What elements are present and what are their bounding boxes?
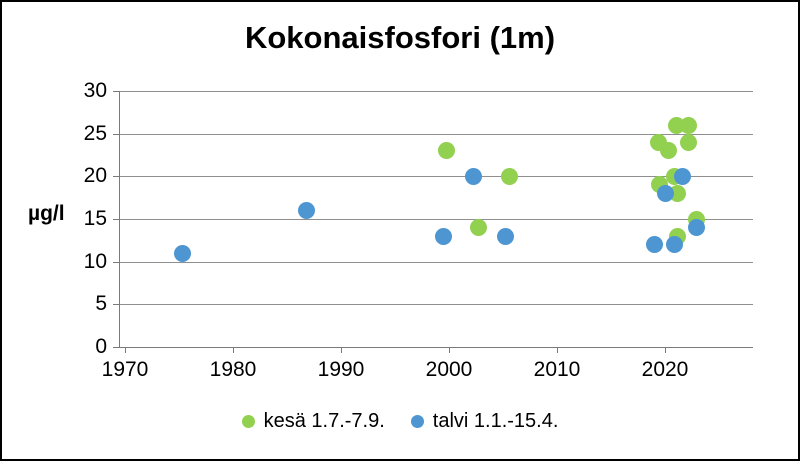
- gridline: [119, 133, 753, 135]
- x-tick-label: 2020: [641, 358, 689, 381]
- legend-marker-kesa-icon: [241, 415, 255, 428]
- x-tick-label: 1990: [317, 358, 365, 381]
- legend-item-talvi: talvi 1.1.-15.4.: [410, 410, 559, 433]
- legend-label-talvi: talvi 1.1.-15.4.: [432, 410, 559, 432]
- data-point-talvi: [673, 167, 691, 185]
- data-point-talvi: [687, 219, 705, 237]
- x-tick-label: 2010: [533, 358, 581, 381]
- x-tick-mark: [665, 347, 666, 353]
- data-point-talvi: [496, 227, 514, 245]
- y-tick-label: 10: [83, 249, 107, 273]
- legend-label-kesa: kesä 1.7.-7.9.: [263, 410, 385, 432]
- data-point-kesa: [438, 142, 456, 160]
- legend: kesä 1.7.-7.9. talvi 1.1.-15.4.: [2, 410, 798, 433]
- data-point-talvi: [656, 184, 674, 202]
- data-point-talvi: [297, 201, 315, 219]
- gridline: [119, 219, 753, 220]
- y-tick-label: 30: [83, 79, 107, 102]
- x-tick-label: 1970: [101, 358, 149, 381]
- data-point-talvi: [435, 227, 453, 245]
- data-point-kesa: [680, 116, 698, 134]
- data-point-kesa: [500, 167, 518, 185]
- y-tick-label: 25: [83, 121, 107, 145]
- gridline: [119, 261, 753, 263]
- data-point-talvi: [465, 167, 483, 185]
- data-point-kesa: [680, 133, 698, 151]
- x-tick-label: 1980: [209, 358, 257, 381]
- y-tick-label: 0: [95, 335, 107, 358]
- gridline: [119, 91, 753, 92]
- y-tick-mark: [113, 176, 119, 178]
- gridline: [119, 304, 753, 306]
- x-tick-mark: [125, 347, 126, 353]
- y-tick-mark: [113, 347, 119, 348]
- x-tick-mark: [449, 347, 450, 353]
- x-tick-label: 2000: [425, 358, 473, 381]
- legend-marker-talvi-icon: [410, 415, 424, 428]
- y-tick-mark: [113, 304, 119, 306]
- x-tick-mark: [341, 347, 342, 353]
- data-point-talvi: [645, 236, 663, 254]
- y-tick-mark: [113, 133, 119, 135]
- data-point-kesa: [669, 184, 687, 202]
- data-point-talvi: [173, 244, 191, 262]
- chart-title: Kokonaisfosfori (1m): [244, 20, 556, 55]
- data-point-kesa: [659, 142, 677, 160]
- y-tick-mark: [113, 261, 119, 263]
- x-axis-line: [119, 347, 753, 348]
- data-point-talvi: [666, 236, 684, 254]
- y-tick-label: 20: [83, 164, 107, 188]
- y-tick-mark: [113, 219, 119, 220]
- legend-item-kesa: kesä 1.7.-7.9.: [241, 410, 385, 433]
- gridline: [119, 176, 753, 178]
- data-point-kesa: [469, 219, 487, 237]
- x-tick-mark: [557, 347, 558, 353]
- y-tick-mark: [113, 91, 119, 92]
- y-tick-label: 15: [83, 207, 107, 230]
- y-axis-label: µg/l: [28, 202, 65, 225]
- y-axis-line: [119, 91, 120, 347]
- y-tick-label: 5: [95, 292, 107, 316]
- x-tick-mark: [233, 347, 234, 353]
